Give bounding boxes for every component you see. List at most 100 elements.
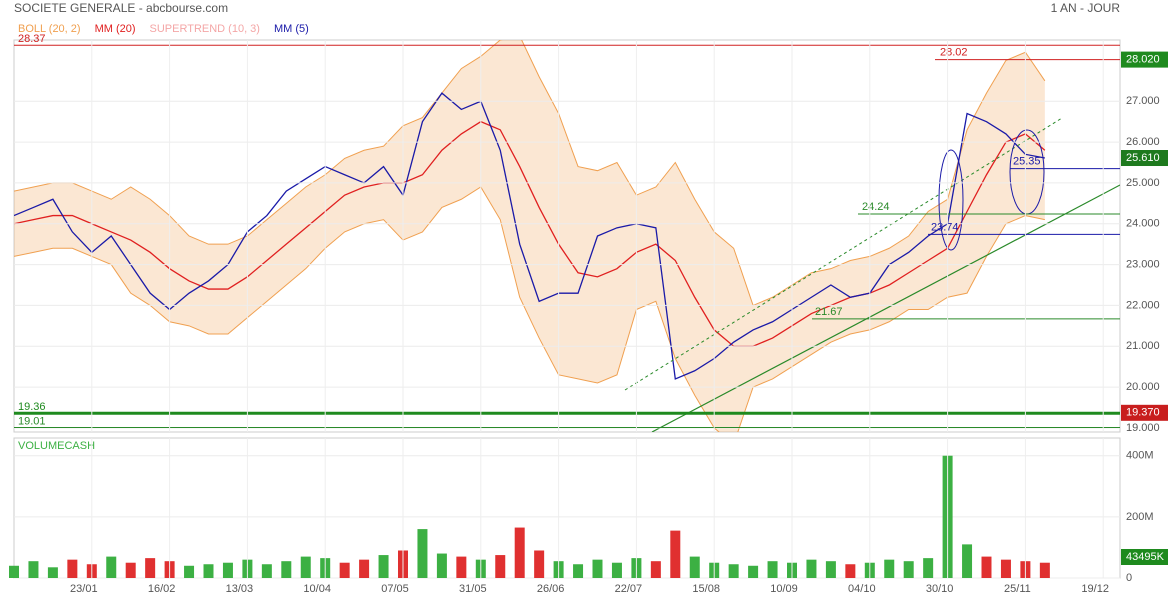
level-label: 28.37 bbox=[18, 33, 46, 45]
volume-bar bbox=[650, 561, 661, 578]
legend-entry: SUPERTREND (10, 3) bbox=[150, 23, 260, 35]
volume-bar bbox=[28, 561, 39, 578]
price-tag-box bbox=[1121, 404, 1168, 421]
x-tick-label: 22/07 bbox=[615, 583, 643, 595]
volume-bar bbox=[981, 556, 992, 578]
legend-entry: MM (5) bbox=[274, 23, 309, 35]
ellipse bbox=[938, 149, 964, 251]
volume-bar bbox=[436, 553, 447, 578]
volume-bar bbox=[339, 562, 350, 578]
volume-bar bbox=[1039, 562, 1050, 578]
drawings bbox=[624, 117, 1120, 432]
volume-bar bbox=[184, 565, 195, 578]
volume-bar bbox=[689, 556, 700, 578]
volume-bar bbox=[670, 530, 681, 578]
volume-bar bbox=[903, 561, 914, 578]
volume-bar bbox=[281, 561, 292, 578]
x-tick-label: 04/10 bbox=[848, 583, 876, 595]
volume-bar bbox=[145, 558, 156, 578]
price-tag-box bbox=[1121, 549, 1168, 565]
volume-bar bbox=[378, 555, 389, 578]
y-tick-label: 25.000 bbox=[1126, 177, 1160, 189]
y-tick-label: 21.000 bbox=[1126, 340, 1160, 352]
volume-bar bbox=[825, 561, 836, 578]
volume-bar bbox=[106, 556, 117, 578]
level-label: 23.74 bbox=[931, 221, 959, 233]
x-tick-label: 10/09 bbox=[770, 583, 798, 595]
volume-bar bbox=[300, 556, 311, 578]
price-tag: 28.020 bbox=[1126, 54, 1160, 66]
period: 1 AN - JOUR bbox=[1051, 1, 1121, 15]
ma-line bbox=[14, 92, 1045, 380]
volume-bar bbox=[359, 559, 370, 578]
price-frame bbox=[13, 39, 1121, 433]
volume-bar bbox=[573, 564, 584, 578]
x-tick-label: 13/03 bbox=[226, 583, 254, 595]
volume-bar bbox=[514, 527, 525, 578]
y-tick-label: 19.000 bbox=[1126, 422, 1160, 434]
volume-bar bbox=[222, 562, 233, 578]
level-label: 21.67 bbox=[815, 306, 843, 318]
ma-line bbox=[14, 120, 1046, 347]
y-tick-label: 27.000 bbox=[1126, 95, 1160, 107]
band-lower bbox=[14, 186, 1045, 432]
level-label: 19.01 bbox=[18, 415, 46, 427]
axes: 19.000 20.000 21.000 22.000 23.000 24.000 25.0… bbox=[9, 23, 1168, 595]
volume-bar bbox=[592, 559, 603, 578]
x-tick-label: 07/05 bbox=[381, 583, 409, 595]
volume-bar bbox=[884, 559, 895, 578]
x-tick-label: 26/06 bbox=[537, 583, 565, 595]
volume-bar bbox=[611, 562, 622, 578]
chart-title: SOCIETE GENERALE - abcbourse.com bbox=[14, 1, 228, 15]
y-tick-label: 400M bbox=[1126, 450, 1154, 462]
trendline bbox=[651, 184, 1120, 432]
y-tick-label: 22.000 bbox=[1126, 299, 1160, 311]
volume-bar bbox=[748, 565, 759, 578]
volume-bar bbox=[261, 564, 272, 578]
band-upper bbox=[14, 40, 1046, 307]
price-tag-box bbox=[1121, 150, 1168, 167]
x-tick-label: 31/05 bbox=[459, 583, 487, 595]
band-fill bbox=[14, 40, 1045, 432]
level-label: 19.36 bbox=[18, 401, 46, 413]
y-tick-label: 26.000 bbox=[1126, 136, 1160, 148]
volume-bar bbox=[67, 559, 78, 578]
volume-bar bbox=[125, 562, 136, 578]
x-tick-label: 10/04 bbox=[303, 583, 331, 595]
x-tick-label: 30/10 bbox=[926, 583, 954, 595]
volume-bar bbox=[767, 561, 778, 578]
volume-bar bbox=[845, 564, 856, 578]
y-tick-label: 200M bbox=[1126, 511, 1154, 523]
price-tag: 25.610 bbox=[1126, 152, 1160, 164]
y-tick-label: 23.000 bbox=[1126, 258, 1160, 270]
volume-bar bbox=[806, 559, 817, 578]
volume-bar bbox=[923, 558, 934, 578]
y-tick-label: 0 bbox=[1126, 572, 1132, 584]
price-panel bbox=[14, 40, 1046, 432]
volume-frame bbox=[13, 437, 1121, 579]
volume-bar bbox=[9, 565, 19, 578]
volume-bar bbox=[47, 567, 58, 578]
level-label: 28.02 bbox=[940, 47, 968, 59]
volume-bar bbox=[1000, 559, 1011, 578]
volume-bar bbox=[417, 529, 428, 578]
legend-entry: MM (20) bbox=[95, 23, 136, 35]
y-tick-label: 24.000 bbox=[1126, 218, 1160, 230]
volume-title: VOLUMECASH bbox=[18, 440, 95, 452]
volume-bar bbox=[728, 564, 739, 578]
volume-bar bbox=[962, 544, 973, 578]
price-tag: 43495K bbox=[1126, 551, 1165, 563]
volume-bar bbox=[495, 555, 506, 578]
x-tick-label: 19/12 bbox=[1081, 583, 1109, 595]
price-tag-box bbox=[1121, 51, 1168, 68]
level-label: 24.24 bbox=[862, 201, 890, 213]
x-tick-label: 16/02 bbox=[148, 583, 176, 595]
x-tick-label: 15/08 bbox=[692, 583, 720, 595]
price-tag: 19.370 bbox=[1126, 407, 1160, 419]
legend-entry: BOLL (20, 2) bbox=[18, 23, 81, 35]
volume-bar bbox=[456, 556, 467, 578]
y-tick-label: 20.000 bbox=[1126, 381, 1160, 393]
trendline-dotted bbox=[624, 117, 1063, 391]
volume-bar bbox=[203, 564, 214, 578]
